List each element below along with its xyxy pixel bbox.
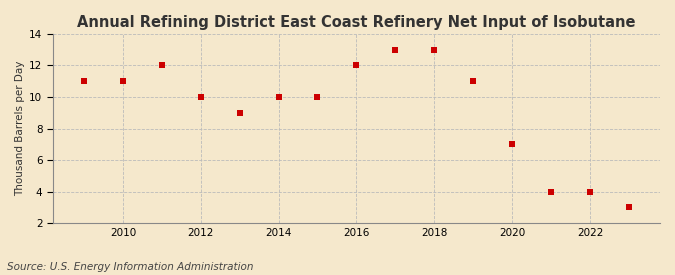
Point [234,111,245,115]
Point [195,95,206,99]
Point [312,95,323,99]
Point [585,189,595,194]
Point [507,142,518,147]
Point [78,79,89,83]
Point [157,63,167,68]
Point [117,79,128,83]
Point [468,79,479,83]
Point [351,63,362,68]
Point [545,189,556,194]
Text: Source: U.S. Energy Information Administration: Source: U.S. Energy Information Administ… [7,262,253,272]
Point [624,205,634,210]
Point [273,95,284,99]
Title: Annual Refining District East Coast Refinery Net Input of Isobutane: Annual Refining District East Coast Refi… [77,15,636,30]
Point [429,48,439,52]
Y-axis label: Thousand Barrels per Day: Thousand Barrels per Day [15,61,25,196]
Point [390,48,401,52]
